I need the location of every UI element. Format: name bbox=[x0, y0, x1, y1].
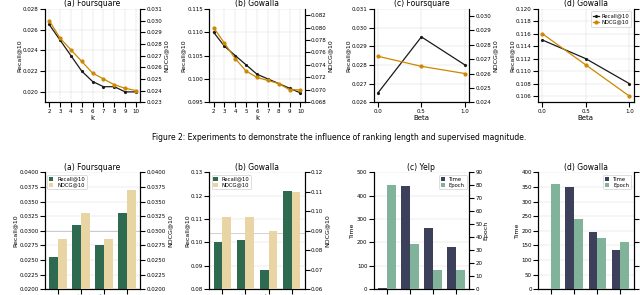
Legend: Recall@10, NDCG@10: Recall@10, NDCG@10 bbox=[47, 175, 87, 189]
Title: (d) Gowalla: (d) Gowalla bbox=[564, 163, 608, 172]
Bar bbox=[246, 217, 254, 295]
Bar bbox=[612, 250, 620, 289]
Title: (b) Gowalla: (b) Gowalla bbox=[235, 0, 279, 8]
Bar bbox=[118, 213, 127, 295]
Bar bbox=[95, 245, 104, 295]
Bar bbox=[410, 244, 419, 289]
Y-axis label: NDCG@10: NDCG@10 bbox=[164, 39, 169, 72]
Bar bbox=[260, 271, 269, 295]
Bar bbox=[81, 213, 90, 295]
Bar bbox=[566, 187, 574, 289]
Y-axis label: Recall@10: Recall@10 bbox=[345, 39, 350, 72]
Bar bbox=[49, 257, 58, 295]
Bar bbox=[292, 192, 300, 295]
Text: Figure 2: Experiments to demonstrate the influence of ranking length and supervi: Figure 2: Experiments to demonstrate the… bbox=[152, 133, 526, 142]
Bar bbox=[574, 219, 583, 289]
Legend: Time, Epoch: Time, Epoch bbox=[604, 175, 631, 189]
Y-axis label: Time: Time bbox=[351, 223, 355, 238]
Legend: Time, Epoch: Time, Epoch bbox=[439, 175, 467, 189]
Bar bbox=[237, 240, 246, 295]
Bar bbox=[269, 231, 277, 295]
Bar bbox=[127, 190, 136, 295]
Y-axis label: Recall@10: Recall@10 bbox=[17, 39, 21, 72]
Bar bbox=[597, 238, 606, 289]
Title: (a) Foursquare: (a) Foursquare bbox=[65, 0, 121, 8]
Bar bbox=[433, 270, 442, 289]
Title: (c) Foursquare: (c) Foursquare bbox=[394, 0, 449, 8]
Y-axis label: NDCG@10: NDCG@10 bbox=[324, 214, 330, 247]
Bar bbox=[58, 240, 67, 295]
Y-axis label: NDCG@10: NDCG@10 bbox=[493, 39, 497, 72]
Bar bbox=[620, 242, 629, 289]
Bar bbox=[401, 186, 410, 289]
Title: (a) Foursquare: (a) Foursquare bbox=[65, 163, 121, 172]
X-axis label: Beta: Beta bbox=[413, 115, 429, 121]
Y-axis label: Recall@10: Recall@10 bbox=[509, 39, 515, 72]
Bar bbox=[283, 191, 292, 295]
Bar bbox=[104, 240, 113, 295]
Y-axis label: Recall@10: Recall@10 bbox=[181, 39, 186, 72]
Legend: Recall@10, NDCG@10: Recall@10, NDCG@10 bbox=[591, 12, 631, 27]
Y-axis label: Recall@10: Recall@10 bbox=[13, 214, 18, 247]
X-axis label: k: k bbox=[90, 115, 95, 121]
Bar bbox=[214, 242, 222, 295]
X-axis label: k: k bbox=[255, 115, 259, 121]
Bar bbox=[387, 185, 396, 289]
Title: (b) Gowalla: (b) Gowalla bbox=[235, 163, 279, 172]
Bar bbox=[222, 217, 231, 295]
X-axis label: Beta: Beta bbox=[578, 115, 594, 121]
Y-axis label: NDCG@10: NDCG@10 bbox=[328, 39, 333, 72]
Bar bbox=[72, 225, 81, 295]
Y-axis label: Recall@10: Recall@10 bbox=[184, 214, 189, 247]
Bar bbox=[456, 270, 465, 289]
Bar bbox=[589, 232, 597, 289]
Y-axis label: NDCG@10: NDCG@10 bbox=[167, 214, 172, 247]
Y-axis label: Time: Time bbox=[515, 223, 520, 238]
Bar bbox=[551, 184, 560, 289]
Bar bbox=[378, 288, 387, 289]
Bar bbox=[447, 247, 456, 289]
Bar bbox=[424, 228, 433, 289]
Y-axis label: Epoch: Epoch bbox=[484, 221, 489, 240]
Title: (d) Gowalla: (d) Gowalla bbox=[564, 0, 608, 8]
Legend: Recall@10, NDCG@10: Recall@10, NDCG@10 bbox=[212, 175, 252, 189]
Title: (c) Yelp: (c) Yelp bbox=[408, 163, 435, 172]
